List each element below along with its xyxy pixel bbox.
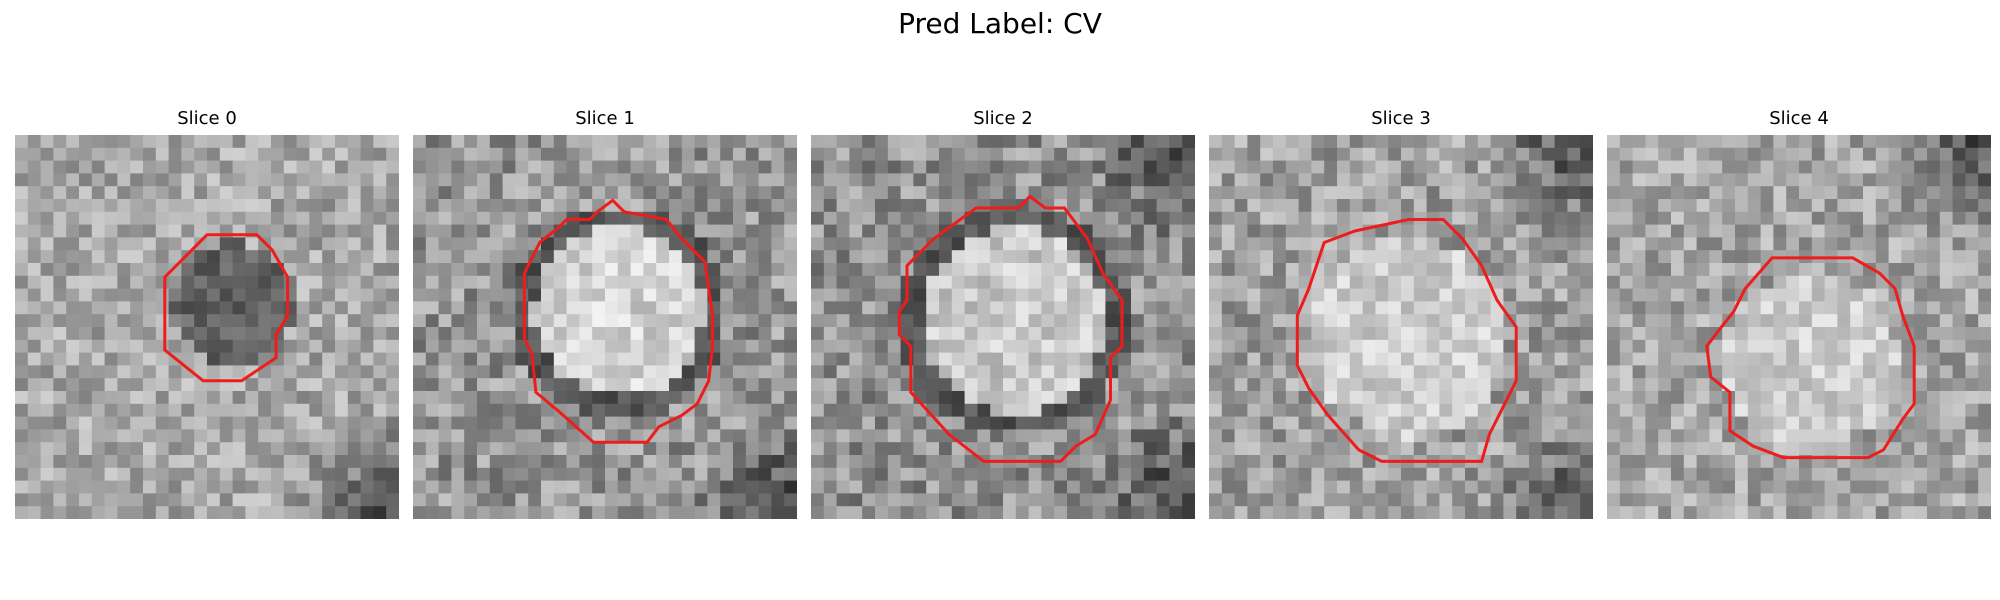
slice-image-0: [15, 135, 399, 519]
slice-panel-0: Slice 0: [15, 108, 399, 519]
slice-title-0: Slice 0: [177, 108, 237, 129]
slice-title-3: Slice 3: [1371, 108, 1431, 129]
slice-pixels-2: [811, 135, 1195, 519]
segmentation-contour-0: [163, 233, 290, 383]
slice-image-1: [413, 135, 797, 519]
slice-panel-4: Slice 4: [1607, 108, 1991, 519]
slice-pixels-4: [1607, 135, 1991, 519]
slice-panel-1: Slice 1: [413, 108, 797, 519]
slice-title-2: Slice 2: [973, 108, 1033, 129]
slice-panel-2: Slice 2: [811, 108, 1195, 519]
segmentation-contour-1: [522, 198, 714, 444]
slice-pixels-1: [413, 135, 797, 519]
segmentation-contour-4: [1705, 256, 1916, 460]
slice-title-4: Slice 4: [1769, 108, 1829, 129]
slice-title-1: Slice 1: [575, 108, 635, 129]
slice-image-2: [811, 135, 1195, 519]
figure-title: Pred Label: CV: [898, 7, 1102, 40]
slice-panel-3: Slice 3: [1209, 108, 1593, 519]
slice-image-3: [1209, 135, 1593, 519]
slice-image-4: [1607, 135, 1991, 519]
segmentation-contour-3: [1295, 218, 1518, 463]
segmentation-contour-2: [897, 194, 1124, 463]
slice-pixels-0: [15, 135, 399, 519]
